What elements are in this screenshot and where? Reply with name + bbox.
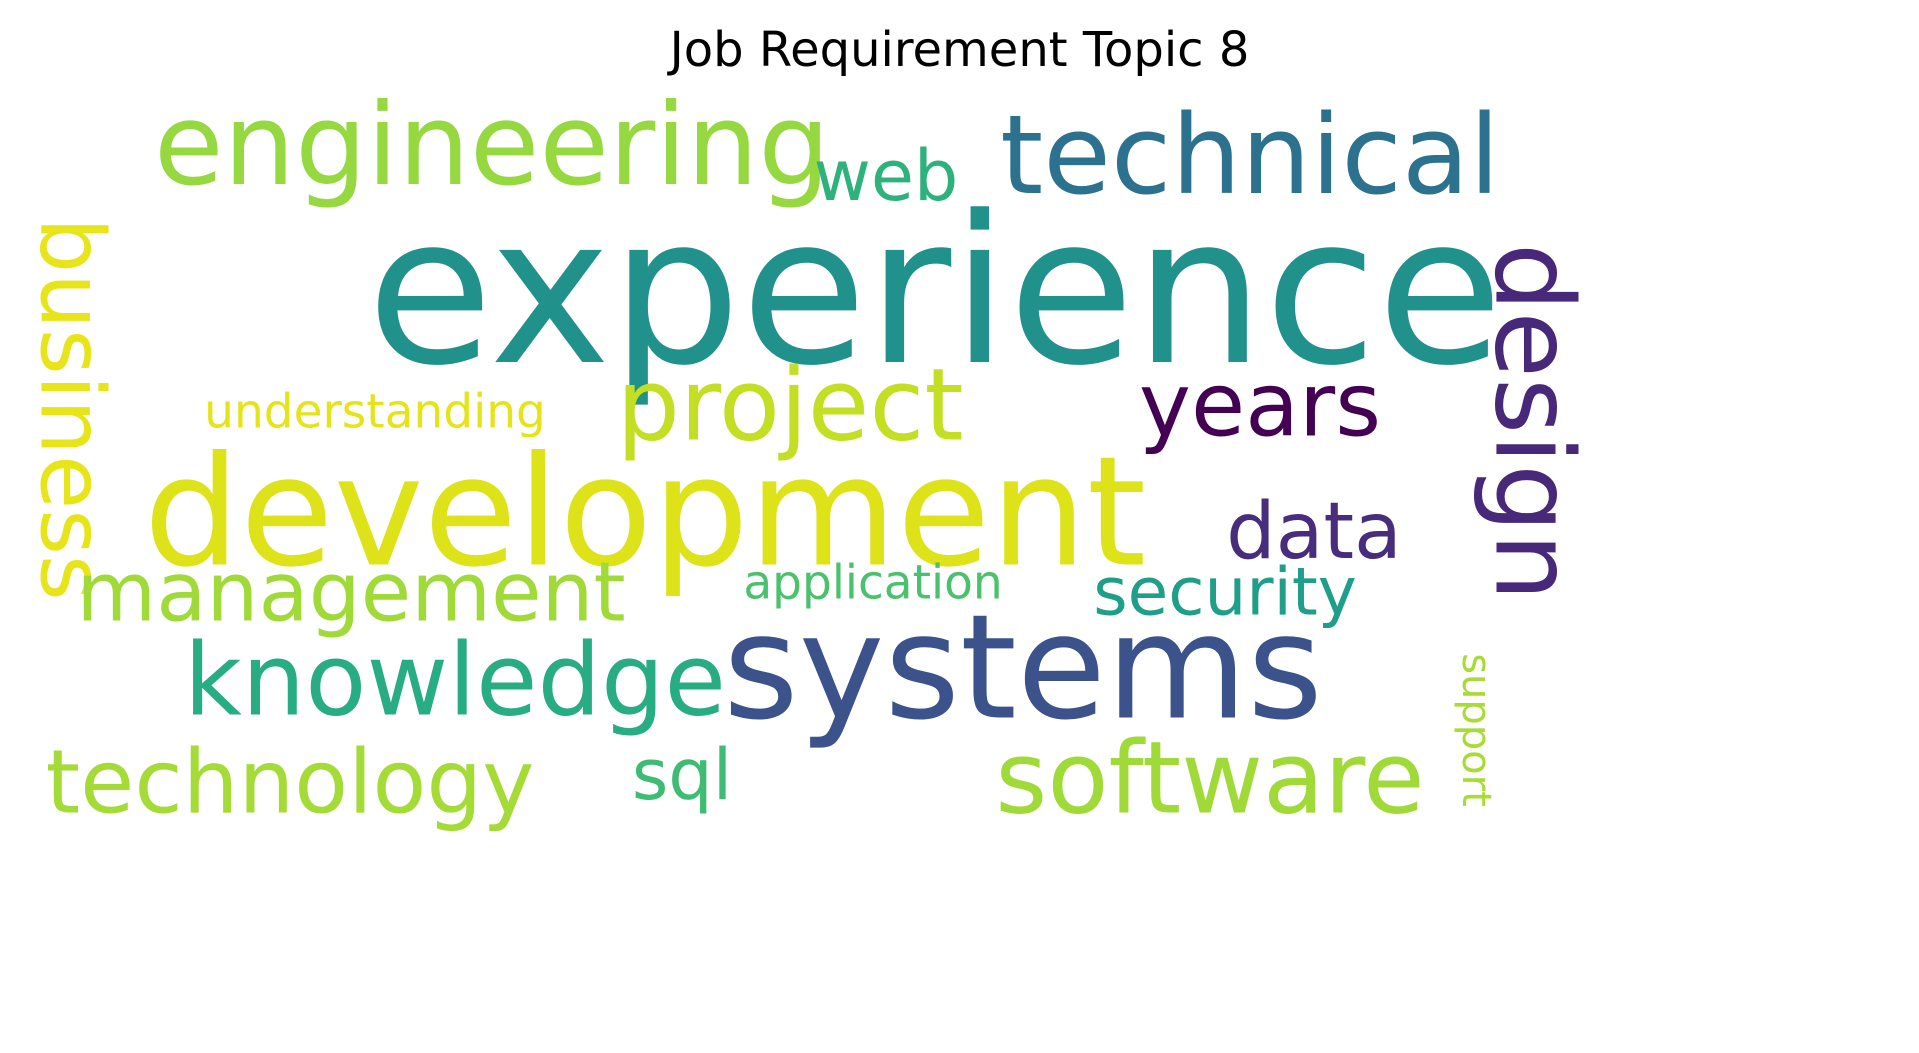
word-security: security: [1093, 554, 1357, 631]
word-project: project: [616, 347, 963, 464]
word-knowledge: knowledge: [184, 622, 726, 739]
word-sql: sql: [632, 734, 732, 816]
word-development: development: [144, 424, 1147, 601]
word-web: web: [814, 135, 959, 217]
word-application: application: [743, 556, 1002, 611]
word-systems: systems: [723, 584, 1323, 753]
word-data: data: [1226, 487, 1402, 577]
word-management: management: [76, 546, 625, 641]
word-years: years: [1139, 354, 1381, 457]
word-technical: technical: [1000, 91, 1500, 219]
word-experience: experience: [367, 173, 1503, 411]
word-engineering: engineering: [154, 79, 830, 211]
word-design: design: [1471, 243, 1596, 601]
word-technology: technology: [46, 731, 535, 834]
word-support: support: [1453, 653, 1499, 807]
word-business: business: [21, 217, 124, 601]
chart-title: Job Requirement Topic 8: [669, 22, 1250, 78]
word-software: software: [995, 720, 1424, 837]
word-understanding: understanding: [204, 385, 546, 440]
